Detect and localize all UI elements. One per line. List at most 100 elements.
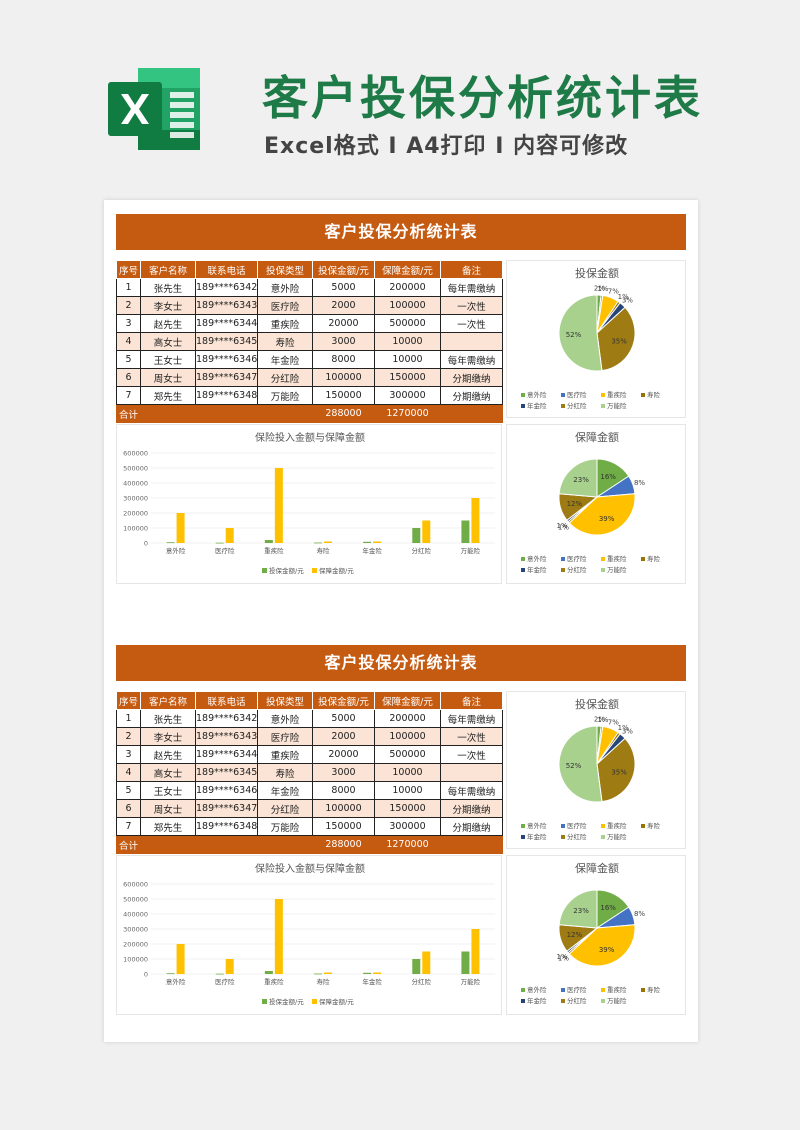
legend-label: 分红险 [567,996,587,1005]
table-cell: 4 [116,763,141,782]
table-cell: 189****6344 [195,745,258,764]
bar [373,972,382,974]
total-cell [440,404,503,423]
table-cell: 3000 [312,763,375,782]
data-label: 7% [608,288,619,296]
legend-swatch [561,568,565,572]
table-body: 1 张先生 189****6342 意外险 5000 200000 每年需缴纳 2 李女士 189… [116,709,503,854]
x-tick-label: 意外险 [166,977,186,986]
bar [422,951,431,974]
table-cell: 150000 [312,817,375,836]
table-cell: 7 [116,817,141,836]
pie-slice [558,725,603,803]
legend-label: 万能险 [607,401,627,410]
table-cell: 每年需缴纳 [440,709,503,728]
policy-table: 序号 客户名称 联系电话 投保类型 投保金额/元 保障金额/元 备注 1 张先生 189****… [116,260,503,423]
table-row: 7 郑先生 189****6348 万能险 150000 300000 分期缴纳 [116,817,503,836]
legend-label: 分红险 [567,565,587,574]
legend-label: 医疗险 [567,554,587,563]
total-cell [440,835,503,854]
chart-title: 保障金额 [575,861,619,875]
chart-title: 保险投入金额与保障金额 [255,431,365,444]
legend-swatch [521,568,525,572]
table-cell: 6 [116,799,141,818]
table-cell: 500000 [374,745,441,764]
table-cell: 189****6343 [195,727,258,746]
bar [373,541,382,543]
bar [166,973,175,975]
page-title: 客户投保分析统计表 [262,71,703,125]
data-label: 35% [611,769,627,777]
table-cell: 分红险 [257,368,313,387]
chart-title: 投保金额 [575,697,619,711]
legend-swatch [601,404,605,408]
bar [422,520,431,543]
y-tick-label: 100000 [123,956,148,964]
table-row: 6 周女士 189****6347 分红险 100000 150000 分期缴纳 [116,799,503,818]
x-tick-label: 寿险 [317,977,331,986]
table-row: 4 高女士 189****6345 寿险 3000 10000 [116,332,503,351]
table-cell: 2 [116,727,141,746]
table-cell: 高女士 [140,763,196,782]
table-cell: 3000 [312,332,375,351]
data-label: 3% [622,727,633,735]
table-cell: 一次性 [440,314,503,333]
y-tick-label: 500000 [123,896,148,904]
table-cell: 100000 [374,727,441,746]
data-label: 8% [634,910,645,918]
total-cell [140,835,196,854]
table-cell: 李女士 [140,727,196,746]
table-cell: 189****6347 [195,368,258,387]
column-header: 投保金额/元 [312,691,375,710]
table-row: 1 张先生 189****6342 意外险 5000 200000 每年需缴纳 [116,709,503,728]
legend-label: 年金险 [527,401,547,410]
data-label: 1% [597,285,608,293]
table-row: 1 张先生 189****6342 意外险 5000 200000 每年需缴纳 [116,278,503,297]
bar [461,951,470,974]
legend-label: 重疾险 [607,390,627,399]
table-cell: 郑先生 [140,817,196,836]
table-cell: 189****6342 [195,709,258,728]
report-block: 客户投保分析统计表 序号 客户名称 联系电话 投保类型 投保金额/元 保障金额/元 备注 1… [116,214,686,594]
table-cell: 189****6343 [195,296,258,315]
legend-swatch [521,404,525,408]
y-tick-label: 600000 [123,450,148,458]
table-cell: 张先生 [140,709,196,728]
x-tick-label: 年金险 [362,977,382,986]
table-cell: 重疾险 [257,745,313,764]
table-cell: 医疗险 [257,296,313,315]
table-cell: 189****6345 [195,332,258,351]
x-tick-label: 万能险 [461,977,481,986]
invest-pie-chart: 投保金额 2% 1% 7% 1% 3% 35% 52% 意外险 医疗险 重疾险 寿险 年金险 分红险 万能险 [506,260,686,418]
table-cell: 189****6346 [195,781,258,800]
legend-swatch [601,824,605,828]
total-cell [195,835,258,854]
legend-swatch [601,988,605,992]
legend-swatch [262,568,267,573]
bar [225,528,234,543]
bar [215,542,224,544]
x-tick-label: 重疾险 [264,546,284,555]
legend-swatch [312,568,317,573]
legend-label: 万能险 [607,832,627,841]
x-tick-label: 分红险 [412,977,432,986]
bar [412,959,421,974]
data-label: 7% [608,719,619,727]
table-cell: 300000 [374,817,441,836]
data-label: 23% [573,476,589,484]
column-header: 客户名称 [140,260,196,279]
column-header: 保障金额/元 [374,691,441,710]
table-cell: 10000 [374,332,441,351]
data-label: 16% [600,904,616,912]
column-header: 投保类型 [257,260,313,279]
legend-swatch [561,988,565,992]
table-cell: 5 [116,781,141,800]
cover-pie-chart: 保障金额 16% 8% 39% 1% 1% 12% 23% 意外险 医疗险 重疾险 寿险 年金险 分红险万… [506,424,686,584]
policy-table: 序号 客户名称 联系电话 投保类型 投保金额/元 保障金额/元 备注 1 张先生 189****… [116,691,503,854]
column-header: 投保类型 [257,691,313,710]
table-cell: 100000 [374,296,441,315]
data-label: 2% [594,285,605,293]
table-cell: 郑先生 [140,386,196,405]
table-cell: 500000 [374,314,441,333]
data-label: 1% [558,955,569,963]
